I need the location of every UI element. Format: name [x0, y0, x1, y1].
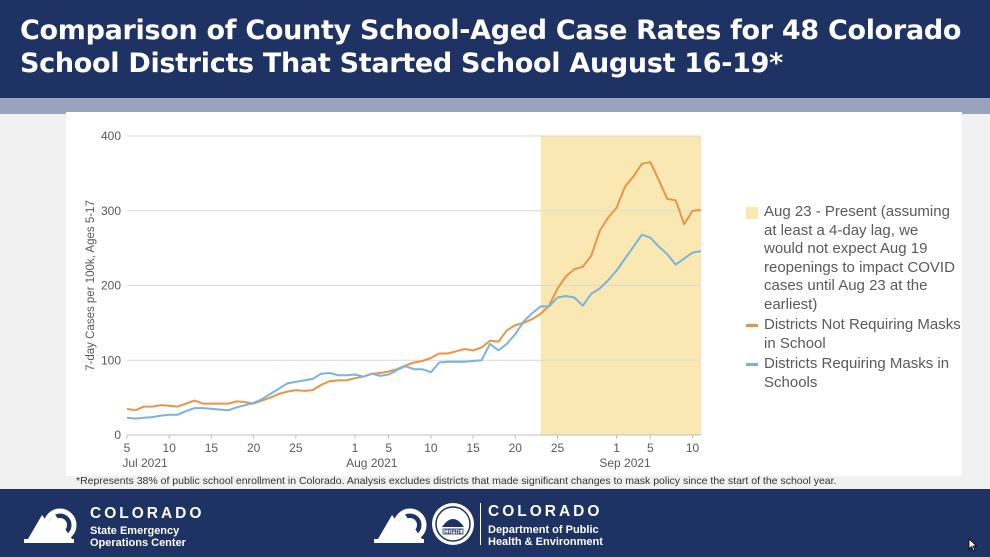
x-tick-label: 20: [247, 441, 261, 455]
cdphe-brand: COLORADO: [488, 503, 603, 520]
chart-legend: Aug 23 - Present (assuming at least a 4-…: [746, 203, 961, 394]
y-tick-label: 400: [101, 129, 121, 143]
legend-requiring-label: Districts Requiring Masks in Schools: [764, 355, 950, 391]
legend-blue-line: [746, 363, 758, 366]
x-tick-label: 10: [163, 441, 177, 455]
x-tick-label: 25: [551, 441, 565, 455]
x-tick-label: 15: [205, 441, 219, 455]
seoc-brand: COLORADO: [90, 505, 205, 522]
y-tick-label: 100: [101, 353, 121, 367]
legend-highlight-swatch: [746, 207, 758, 219]
colorado-c-logo-icon-2: [374, 508, 427, 543]
x-tick-label: 1: [352, 441, 359, 455]
cdphe-logo: CDPHE COLORADO Department of Public Heal…: [372, 499, 632, 549]
x-tick-label: 5: [385, 441, 392, 455]
y-tick-label: 300: [101, 204, 121, 218]
x-tick-label: 10: [424, 441, 438, 455]
x-tick-label: 5: [647, 441, 654, 455]
legend-orange-line: [746, 324, 758, 327]
seoc-line1: State Emergency: [90, 525, 180, 537]
chart-area: [66, 112, 962, 476]
y-tick-label: 0: [114, 428, 121, 442]
page-title: Comparison of County School-Aged Case Ra…: [20, 15, 962, 79]
cdphe-line2: Health & Environment: [488, 536, 603, 548]
seal-text: CDPHE: [444, 529, 462, 535]
x-month-label: Sep 2021: [599, 456, 651, 470]
y-tick-label: 200: [101, 279, 121, 293]
legend-item-highlight: Aug 23 - Present (assuming at least a 4-…: [746, 203, 961, 314]
legend-not-requiring-label: Districts Not Requiring Masks in School: [764, 316, 961, 352]
y-axis-title: 7-day Cases per 100k, Ages 5-17: [85, 200, 97, 371]
x-month-label: Aug 2021: [346, 456, 398, 470]
colorado-c-logo-icon: [24, 508, 77, 543]
footer: COLORADO State Emergency Operations Cent…: [0, 489, 990, 557]
logo-divider: [480, 503, 481, 545]
legend-highlight-label: Aug 23 - Present (assuming at least a 4-…: [764, 203, 955, 313]
seoc-logo: COLORADO State Emergency Operations Cent…: [22, 499, 222, 549]
title-divider: [0, 98, 990, 114]
series-line-requiring: [126, 233, 702, 420]
title-bar: Comparison of County School-Aged Case Ra…: [0, 0, 990, 98]
mouse-cursor-icon: [968, 538, 978, 552]
seoc-line2: Operations Center: [90, 537, 186, 549]
x-month-label: Jul 2021: [122, 456, 168, 470]
x-tick-label: 1: [613, 441, 620, 455]
x-tick-label: 25: [289, 441, 303, 455]
series-line-not-requiring: [126, 161, 702, 412]
x-tick-label: 15: [466, 441, 480, 455]
legend-item-not-requiring: Districts Not Requiring Masks in School: [746, 316, 961, 353]
x-tick-label: 10: [686, 441, 700, 455]
x-tick-label: 5: [124, 441, 131, 455]
cdphe-seal-icon: CDPHE: [432, 503, 474, 545]
cdphe-line1: Department of Public: [488, 524, 599, 536]
x-tick-label: 20: [509, 441, 523, 455]
legend-item-requiring: Districts Requiring Masks in Schools: [746, 355, 961, 392]
footnote: *Represents 38% of public school enrollm…: [76, 475, 837, 487]
